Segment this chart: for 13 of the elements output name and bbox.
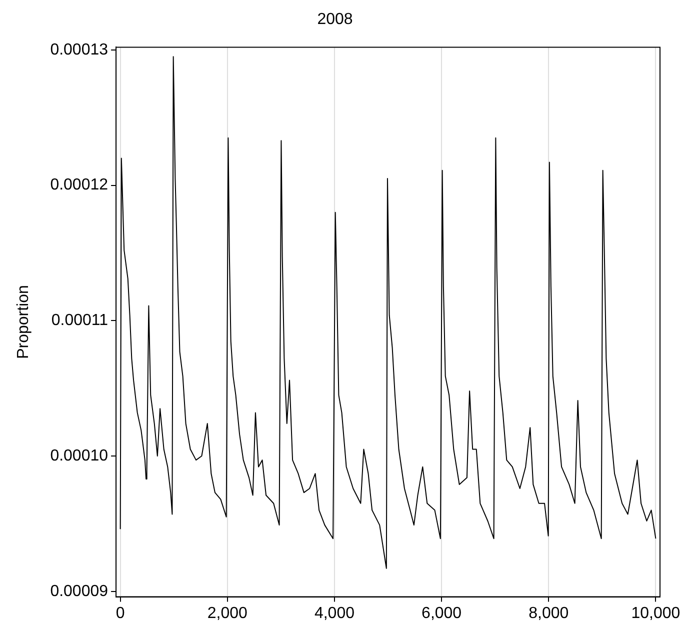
x-tick-label: 8,000: [528, 604, 569, 622]
chart-title: 2008: [317, 11, 353, 28]
y-tick-label: 0.00010: [50, 447, 108, 464]
y-tick-label: 0.00013: [50, 41, 108, 58]
x-tick-label: 4,000: [314, 604, 355, 622]
x-tick-label: 2,000: [207, 604, 248, 622]
y-tick-label: 0.00009: [50, 582, 108, 600]
y-tick-label: 0.00011: [51, 312, 108, 330]
x-tick-label: 6,000: [422, 604, 462, 622]
x-tick-label: 0: [116, 604, 125, 622]
x-tick-label: 10,000: [631, 604, 680, 622]
y-tick-label: 0.00012: [50, 176, 108, 194]
y-axis-title: Proportion: [15, 285, 32, 359]
